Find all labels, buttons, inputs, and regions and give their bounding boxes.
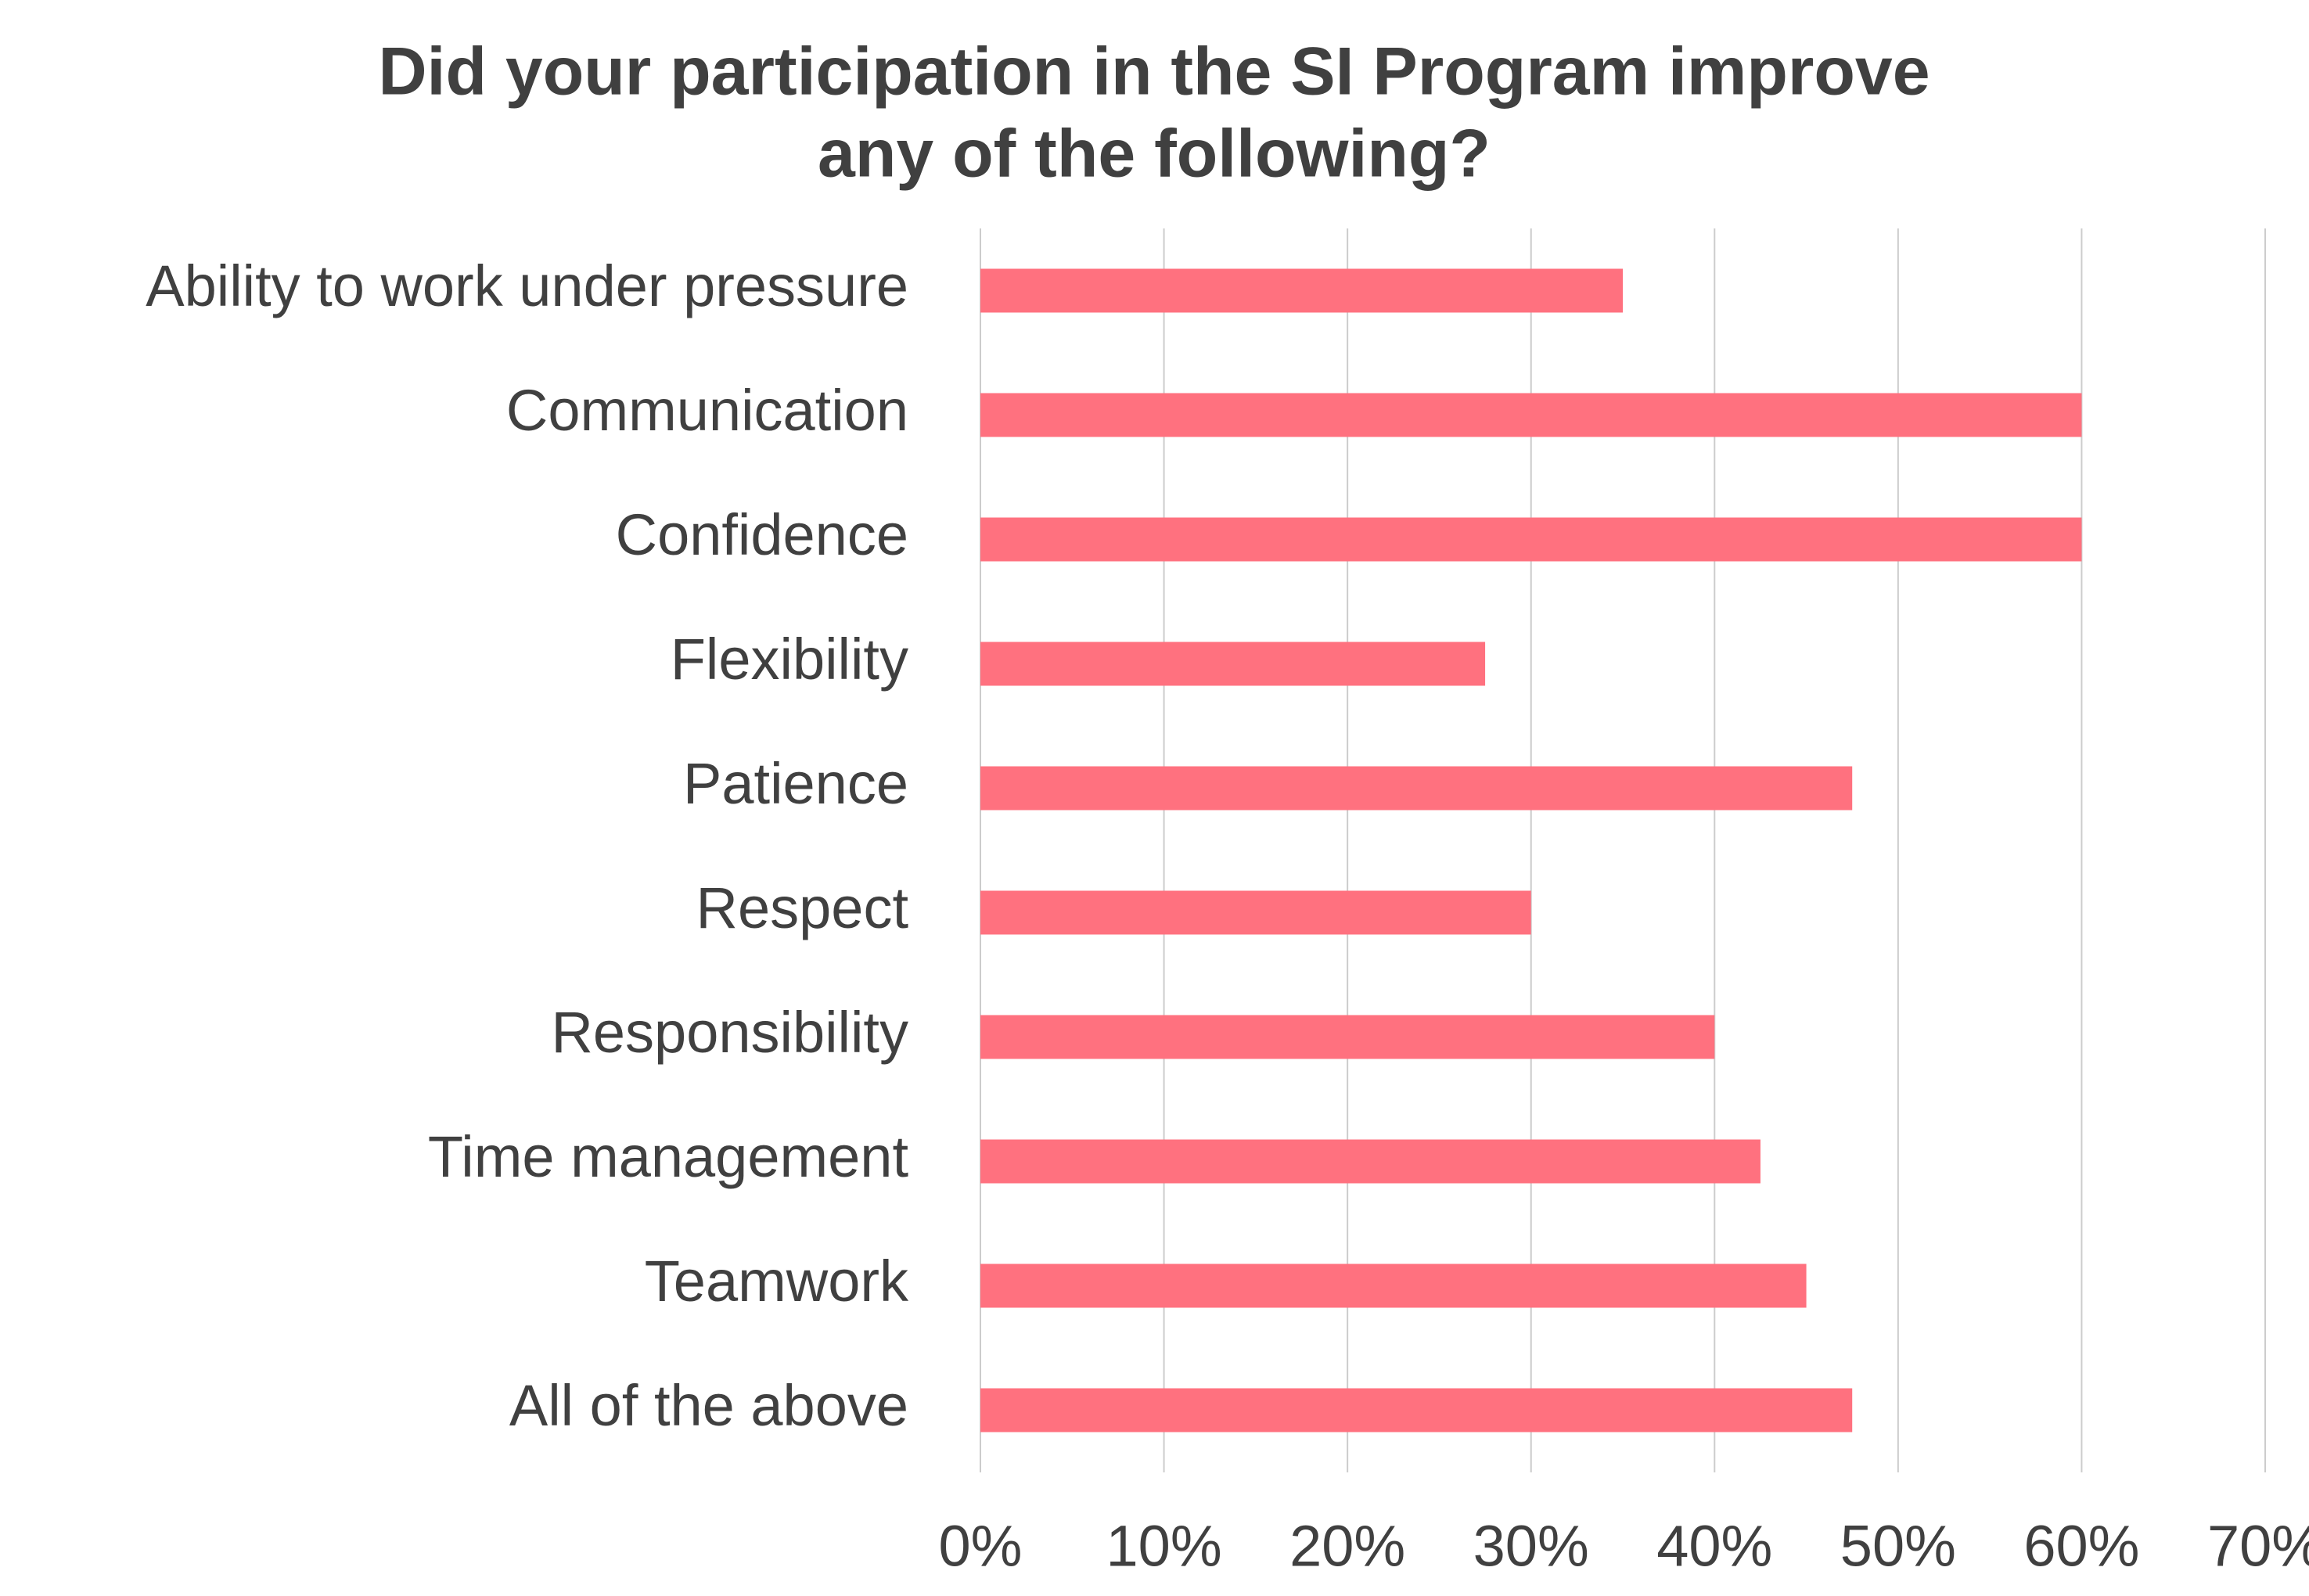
y-tick-label: All of the above xyxy=(509,1373,908,1438)
y-tick-label: Ability to work under pressure xyxy=(146,253,908,318)
x-tick-label: 30% xyxy=(1473,1514,1589,1579)
x-tick-label: 0% xyxy=(939,1514,1023,1579)
y-tick-label: Patience xyxy=(683,751,908,816)
x-tick-label: 40% xyxy=(1656,1514,1772,1579)
bar xyxy=(980,517,2082,562)
y-tick-label: Respect xyxy=(696,875,909,940)
x-tick-label: 10% xyxy=(1106,1514,1222,1579)
bar xyxy=(980,1015,1715,1059)
bar xyxy=(980,642,1486,686)
bar xyxy=(980,766,1853,811)
bar xyxy=(980,890,1531,935)
y-tick-label: Confidence xyxy=(616,502,908,567)
chart-title: Did your participation in the SI Program… xyxy=(378,34,1930,110)
chart-title: any of the following? xyxy=(818,117,1491,192)
bar xyxy=(980,1139,1761,1184)
x-tick-label: 20% xyxy=(1289,1514,1405,1579)
bar xyxy=(980,1388,1853,1432)
x-tick-label: 70% xyxy=(2207,1514,2309,1579)
bar xyxy=(980,393,2082,437)
y-tick-label: Flexibility xyxy=(671,627,908,692)
y-tick-label: Responsibility xyxy=(551,1000,908,1065)
y-tick-label: Time management xyxy=(428,1124,909,1189)
bar xyxy=(980,268,1623,313)
bar xyxy=(980,1264,1807,1308)
x-tick-label: 50% xyxy=(1840,1514,1956,1579)
y-tick-label: Teamwork xyxy=(645,1249,909,1314)
y-tick-label: Communication xyxy=(506,378,908,443)
x-tick-label: 60% xyxy=(2023,1514,2139,1579)
